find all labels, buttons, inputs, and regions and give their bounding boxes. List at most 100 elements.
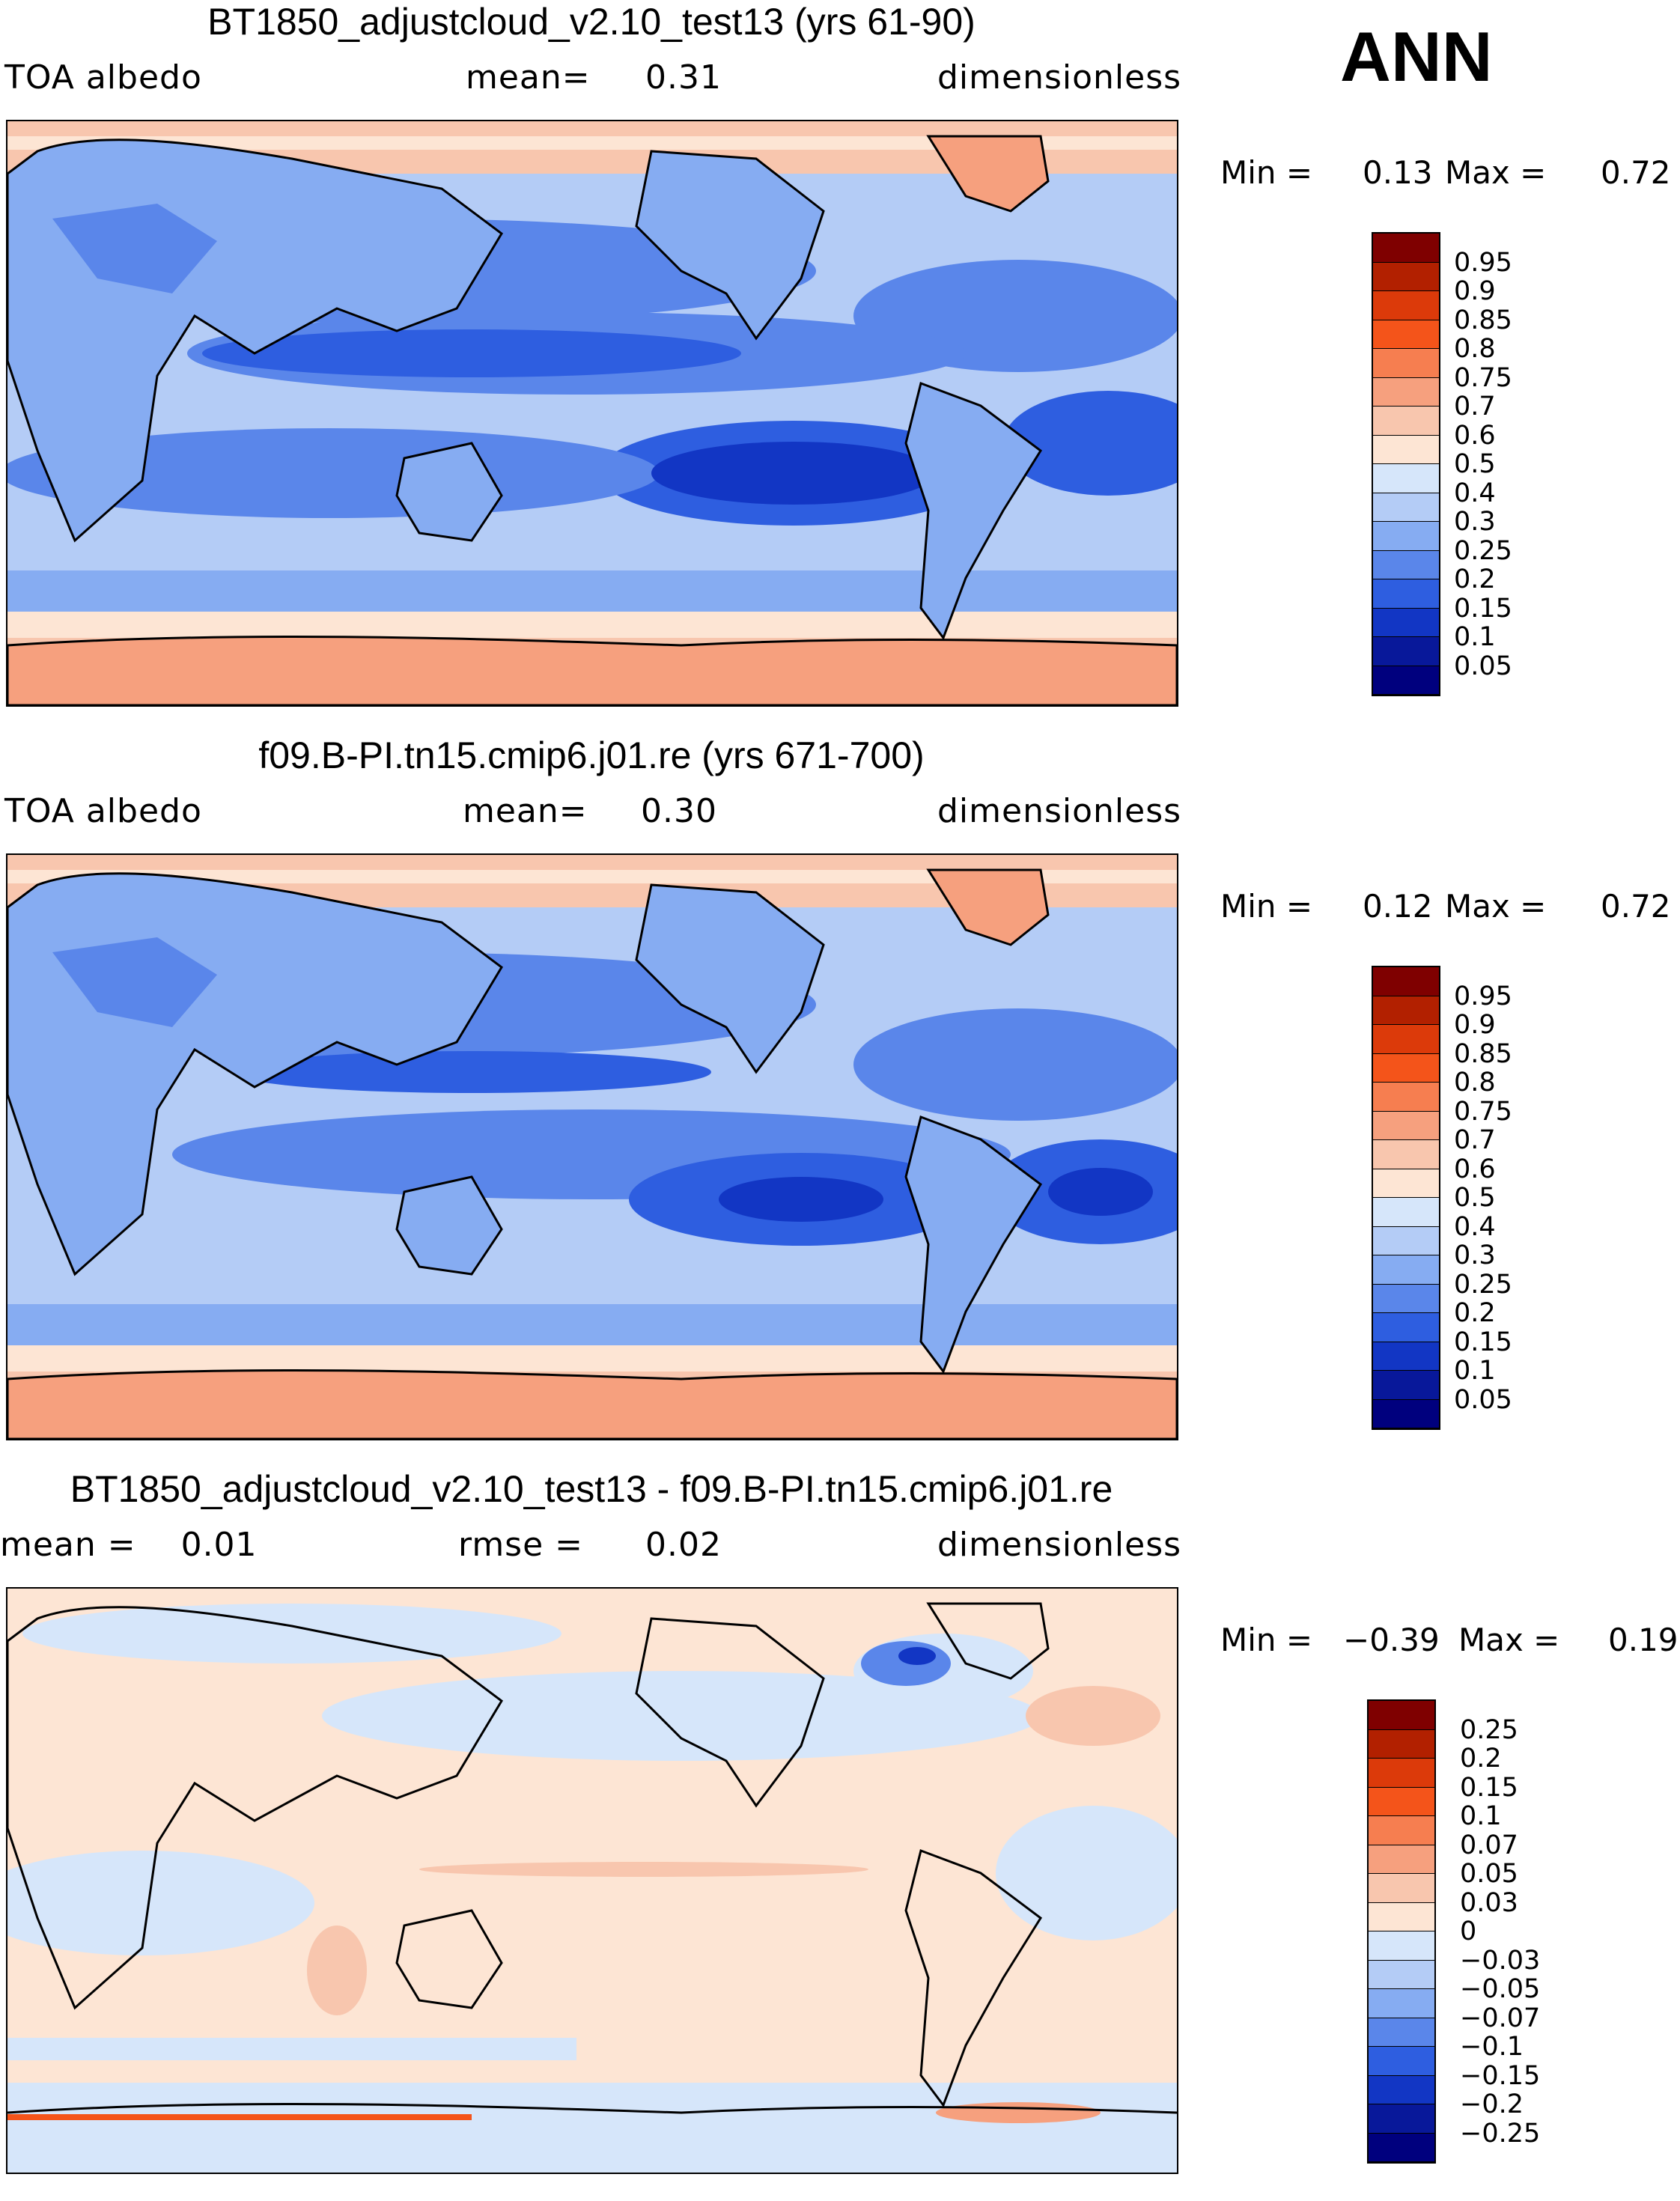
colorbar-tick-label: 0 <box>1460 1917 1477 1946</box>
panel-title: f09.B-PI.tn15.cmip6.j01.re (yrs 671-700) <box>258 734 925 776</box>
colorbar-tick-label: 0.1 <box>1454 1356 1496 1386</box>
colorbar-segment <box>1369 1816 1434 1845</box>
colorbar-segment <box>1373 550 1439 579</box>
colorbar-tick-label: 0.4 <box>1454 478 1496 508</box>
colorbar-segment <box>1369 1845 1434 1874</box>
colorbar-tick-label: 0.2 <box>1454 564 1496 594</box>
colorbar-segment <box>1373 1198 1439 1227</box>
colorbar-segment <box>1373 608 1439 637</box>
panel-title: BT1850_adjustcloud_v2.10_test13 - f09.B-… <box>70 1468 1113 1510</box>
colorbar-tick-label: 0.1 <box>1454 622 1496 652</box>
colorbar-tick-label: 0.95 <box>1454 981 1512 1011</box>
colorbar-segment <box>1373 320 1439 349</box>
colorbar-tick-label: 0.25 <box>1460 1714 1518 1745</box>
max-value: 0.19 <box>1608 1622 1679 1658</box>
albedo-map <box>6 853 1178 1440</box>
colorbar-tick-label: 0.05 <box>1454 651 1512 681</box>
colorbar-tick-label: 0.85 <box>1454 1038 1512 1069</box>
colorbar-segment <box>1373 1255 1439 1285</box>
difference-map <box>6 1587 1178 2174</box>
colorbar-tick-label: −0.25 <box>1460 2118 1541 2149</box>
panel-control-run: f09.B-PI.tn15.cmip6.j01.re (yrs 671-700)… <box>0 734 1680 1467</box>
colorbar-segment <box>1373 666 1439 695</box>
colorbar-tick-label: −0.2 <box>1460 2089 1524 2119</box>
colorbar-segment <box>1369 2104 1434 2134</box>
min-label: Min = <box>1220 888 1313 925</box>
colorbar-segment <box>1373 234 1439 263</box>
colorbar-segment <box>1373 579 1439 609</box>
colorbar-tick-label: 0.15 <box>1460 1772 1518 1803</box>
map-canvas <box>7 855 1177 1439</box>
colorbar-segment <box>1373 464 1439 493</box>
max-label: Max = <box>1445 154 1547 191</box>
colorbar-segment <box>1369 2133 1434 2162</box>
rmse-label: rmse = <box>458 1526 584 1564</box>
colorbar-segment <box>1373 1111 1439 1140</box>
colorbar-segment <box>1373 967 1439 996</box>
mean-value: 0.31 <box>645 58 722 97</box>
colorbar-tick-label: −0.15 <box>1460 2060 1541 2091</box>
colorbar-segment <box>1373 996 1439 1025</box>
colorbar-segment <box>1369 2075 1434 2104</box>
mean-label: mean= <box>463 792 588 830</box>
colorbar-tick-label: 0.5 <box>1454 1183 1496 1213</box>
colorbar <box>1372 966 1440 1430</box>
units-label: dimensionless <box>937 792 1182 830</box>
colorbar-tick-label: 0.3 <box>1454 507 1496 537</box>
colorbar-segment <box>1373 1371 1439 1400</box>
colorbar-tick-label: −0.05 <box>1460 1974 1541 2004</box>
colorbar-tick-label: 0.7 <box>1454 392 1496 421</box>
units-label: dimensionless <box>937 1526 1182 1564</box>
mean-readout: mean = 0.01 <box>0 1526 258 1564</box>
max-label: Max = <box>1458 1622 1560 1658</box>
min-value: −0.39 <box>1343 1622 1440 1658</box>
min-label: Min = <box>1220 154 1313 191</box>
variable-label: TOA albedo <box>4 58 202 97</box>
colorbar-tick-label: 0.9 <box>1454 1010 1496 1040</box>
mean-value: 0.30 <box>641 792 717 830</box>
colorbar-tick-label: 0.85 <box>1454 305 1512 335</box>
colorbar-tick-label: 0.05 <box>1454 1384 1512 1415</box>
colorbar-tick-label: 0.15 <box>1454 593 1512 624</box>
panel-title: BT1850_adjustcloud_v2.10_test13 (yrs 61-… <box>207 1 976 43</box>
colorbar-tick-label: 0.03 <box>1460 1887 1518 1918</box>
colorbar-segment <box>1373 522 1439 551</box>
colorbar-segment <box>1369 1960 1434 1989</box>
colorbar-segment <box>1373 1226 1439 1255</box>
colorbar-segment <box>1369 1759 1434 1788</box>
colorbar-segment <box>1373 377 1439 407</box>
colorbar-tick-label: 0.75 <box>1454 1096 1512 1127</box>
colorbar-segment <box>1373 1169 1439 1198</box>
colorbar-segment <box>1373 1399 1439 1428</box>
colorbar-tick-label: 0.8 <box>1454 1068 1496 1098</box>
colorbar-tick-label: 0.25 <box>1454 1269 1512 1300</box>
panel-difference: BT1850_adjustcloud_v2.10_test13 - f09.B-… <box>0 1467 1680 2201</box>
colorbar-segment <box>1373 1083 1439 1112</box>
mean-label: mean= <box>466 58 591 97</box>
season-label: ANN <box>1340 17 1493 96</box>
colorbar-tick-label: 0.25 <box>1454 535 1512 566</box>
colorbar-segment <box>1373 349 1439 378</box>
colorbar-segment <box>1369 2018 1434 2047</box>
colorbar-tick-label: 0.1 <box>1460 1801 1502 1831</box>
colorbar-tick-label: 0.2 <box>1454 1298 1496 1328</box>
colorbar-segment <box>1369 1989 1434 2018</box>
variable-label: TOA albedo <box>4 792 202 830</box>
max-label: Max = <box>1445 888 1547 925</box>
colorbar-segment <box>1373 435 1439 464</box>
colorbar-segment <box>1369 1729 1434 1759</box>
colorbar-segment <box>1373 637 1439 666</box>
colorbar <box>1367 1699 1436 2164</box>
colorbar-segment <box>1373 493 1439 522</box>
colorbar-segment <box>1373 1025 1439 1054</box>
colorbar-tick-label: 0.6 <box>1454 420 1496 451</box>
min-value: 0.13 <box>1363 154 1433 191</box>
colorbar-tick-label: 0.9 <box>1454 276 1496 306</box>
colorbar-tick-label: 0.8 <box>1454 334 1496 364</box>
colorbar-tick-label: 0.5 <box>1454 449 1496 479</box>
min-value: 0.12 <box>1363 888 1433 925</box>
colorbar-tick-label: 0.07 <box>1460 1830 1518 1860</box>
colorbar-segment <box>1369 1931 1434 1961</box>
colorbar-segment <box>1369 1787 1434 1816</box>
colorbar-tick-label: 0.15 <box>1454 1327 1512 1357</box>
